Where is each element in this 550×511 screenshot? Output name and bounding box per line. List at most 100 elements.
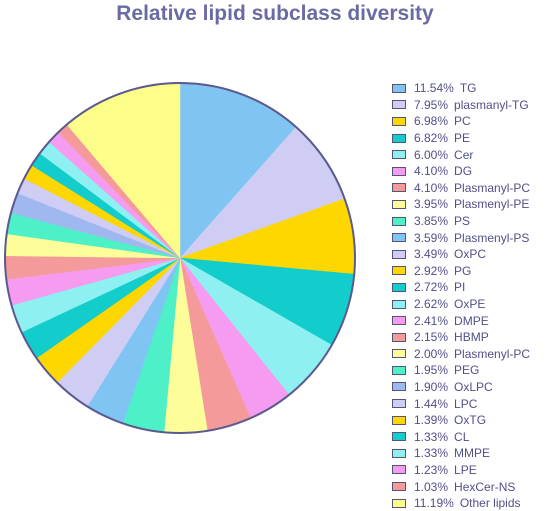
legend-item: 11.54% TG [392,80,550,97]
legend-percent: 6.00% [414,147,449,162]
pie-chart [4,82,356,434]
legend-item: 2.00% Plasmenyl-PC [392,346,550,363]
legend-item: 6.00% Cer [392,146,550,163]
legend-swatch [392,316,406,326]
legend-percent: 2.00% [414,346,449,361]
legend-item: 7.95% plasmanyl-TG [392,97,550,114]
legend-item: 4.10% Plasmanyl-PC [392,180,550,197]
legend-label: PG [454,263,472,278]
legend-item: 2.62% OxPE [392,296,550,313]
legend-item: 2.41% DMPE [392,312,550,329]
legend-label: OxLPC [454,379,493,394]
legend-swatch [392,150,406,160]
legend-swatch [392,199,406,209]
legend-percent: 1.33% [414,446,449,461]
legend-percent: 2.41% [414,313,449,328]
legend-label: PE [454,131,471,146]
legend-item: 1.90% OxLPC [392,379,550,396]
legend-label: HBMP [454,330,489,345]
legend-label: TG [459,81,477,96]
legend-item: 1.03% HexCer-NS [392,478,550,495]
legend-percent: 11.54% [414,81,454,96]
legend-item: 3.85% PS [392,213,550,230]
legend-label: LPC [454,396,478,411]
legend-percent: 3.49% [414,247,449,262]
legend-label: Other lipids [459,496,521,511]
legend-percent: 3.95% [414,197,449,212]
legend-label: PC [454,114,471,129]
legend-item: 6.82% PE [392,130,550,147]
legend-label: PI [454,280,466,295]
legend-swatch [392,332,406,342]
legend-item: 3.59% Plasmenyl-PS [392,229,550,246]
legend: 11.54% TG 7.95% plasmanyl-TG 6.98% PC 6.82% PE 6… [392,80,550,511]
legend-swatch [392,183,406,193]
legend-item: 2.72% PI [392,279,550,296]
legend-swatch [392,415,406,425]
legend-swatch [392,166,406,176]
legend-percent: 2.72% [414,280,449,295]
legend-swatch [392,216,406,226]
legend-item: 2.92% PG [392,263,550,280]
legend-swatch [392,133,406,143]
legend-swatch [392,299,406,309]
legend-label: HexCer-NS [454,479,516,494]
legend-percent: 2.92% [414,263,449,278]
legend-label: Plasmenyl-PS [454,230,530,245]
legend-percent: 1.03% [414,479,449,494]
legend-label: CL [454,429,470,444]
legend-item: 1.23% LPE [392,462,550,479]
legend-percent: 1.44% [414,396,449,411]
pie-outline [4,82,356,434]
legend-swatch [392,83,406,93]
legend-label: MMPE [454,446,491,461]
legend-label: DMPE [454,313,489,328]
legend-label: Plasmenyl-PE [454,197,530,212]
legend-swatch [392,448,406,458]
legend-percent: 4.10% [414,164,449,179]
legend-percent: 3.85% [414,214,449,229]
legend-swatch [392,349,406,359]
legend-swatch [392,498,406,508]
legend-swatch [392,100,406,110]
legend-swatch [392,399,406,409]
legend-label: OxTG [454,413,487,428]
legend-swatch [392,432,406,442]
legend-swatch [392,365,406,375]
legend-swatch [392,233,406,243]
legend-item: 3.95% Plasmenyl-PE [392,196,550,213]
legend-percent: 2.62% [414,297,449,312]
legend-item: 1.44% LPC [392,395,550,412]
legend-swatch [392,382,406,392]
legend-item: 3.49% OxPC [392,246,550,263]
legend-item: 1.39% OxTG [392,412,550,429]
legend-swatch [392,116,406,126]
legend-item: 11.19% Other lipids [392,495,550,511]
legend-label: LPE [454,462,477,477]
legend-percent: 1.23% [414,462,449,477]
legend-item: 1.33% CL [392,428,550,445]
legend-swatch [392,249,406,259]
chart-title: Relative lipid subclass diversity [116,2,434,25]
legend-percent: 2.15% [414,330,449,345]
legend-percent: 3.59% [414,230,449,245]
legend-swatch [392,465,406,475]
legend-item: 1.33% MMPE [392,445,550,462]
legend-label: Plasmanyl-PC [454,180,531,195]
legend-swatch [392,282,406,292]
legend-swatch [392,266,406,276]
legend-label: DG [454,164,473,179]
legend-percent: 11.19% [414,496,454,511]
legend-item: 2.15% HBMP [392,329,550,346]
legend-percent: 1.95% [414,363,449,378]
legend-percent: 6.82% [414,131,449,146]
legend-swatch [392,482,406,492]
legend-item: 4.10% DG [392,163,550,180]
legend-percent: 1.39% [414,413,449,428]
legend-label: PS [454,214,471,229]
legend-item: 1.95% PEG [392,362,550,379]
legend-label: plasmanyl-TG [454,97,529,112]
legend-percent: 1.90% [414,379,449,394]
legend-label: OxPE [454,297,486,312]
legend-percent: 6.98% [414,114,449,129]
